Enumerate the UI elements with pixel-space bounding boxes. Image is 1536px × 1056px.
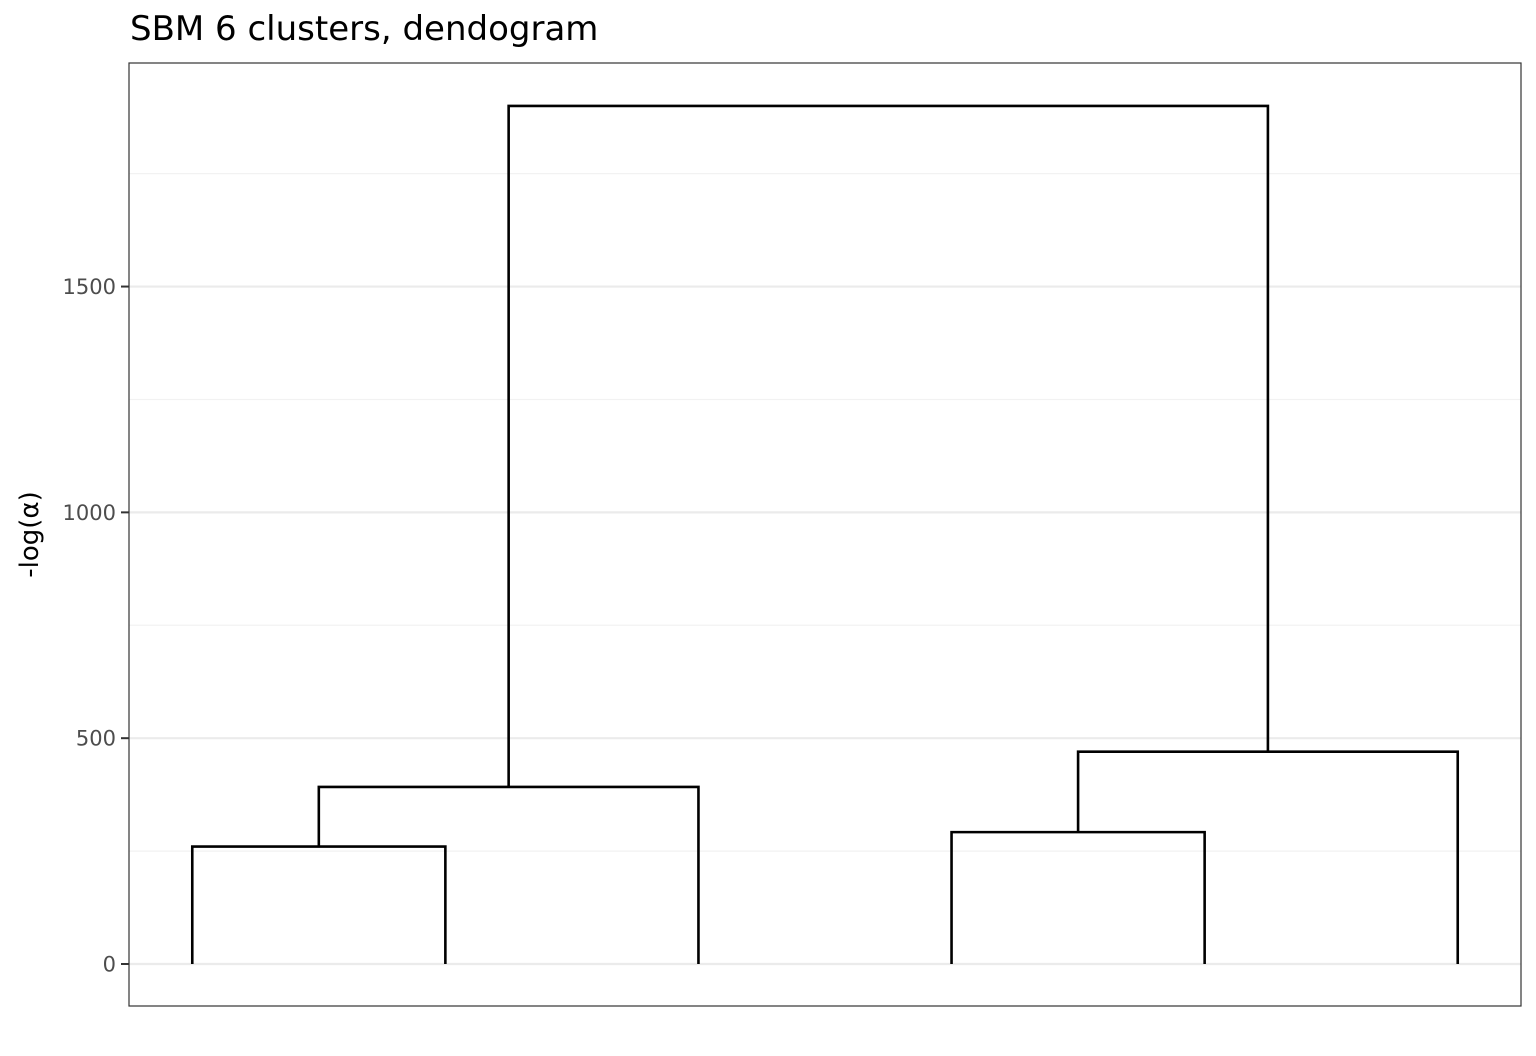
grid	[129, 173, 1521, 966]
dendrogram-link-merge-leaf4-leaf5	[950, 830, 1206, 964]
chart-title: SBM 6 clusters, dendogram	[130, 9, 598, 49]
dendrogram-links	[190, 104, 1460, 964]
y-tick-label: 500	[76, 727, 116, 751]
y-tick-label: 0	[103, 952, 116, 976]
panel-border	[128, 62, 1522, 1007]
dendrogram-link-merge-root	[507, 104, 1270, 787]
y-axis: 0 500 1000 1500	[63, 275, 129, 976]
y-axis-label: -log(α)	[15, 491, 45, 577]
dendrogram-link-merge-45-leaf6	[1076, 750, 1460, 964]
y-tick-label: 1000	[63, 501, 116, 525]
dendrogram-link-merge-leaf1-leaf2	[190, 845, 447, 964]
y-tick-label: 1500	[63, 275, 116, 299]
dendrogram-link-merge-12-leaf3	[317, 785, 700, 964]
